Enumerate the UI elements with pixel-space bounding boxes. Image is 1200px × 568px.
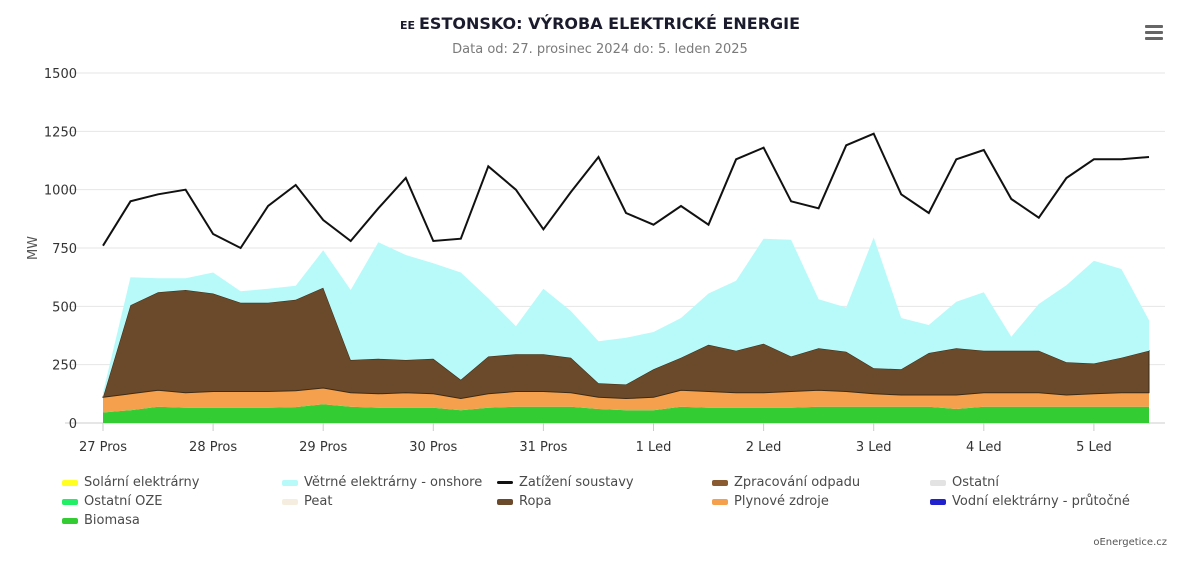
y-tick-label: 1000 <box>44 184 77 199</box>
legend-item[interactable]: Ropa <box>497 494 552 509</box>
chart-area: 0 250 500 750 1000 1250 1500 MW 27 Pros 28 Pros 29… <box>26 67 1165 455</box>
chart-title: EE ESTONSKO: VÝROBA ELEKTRICKÉ ENERGIE <box>0 14 1200 33</box>
legend-item[interactable]: Ostatní OZE <box>62 494 163 509</box>
legend-item[interactable]: Peat <box>282 494 332 509</box>
legend-label: Peat <box>304 494 333 509</box>
x-tick-label: 2 Led <box>746 440 782 455</box>
y-axis-label: MW <box>26 236 41 260</box>
x-tick-label: 5 Led <box>1076 440 1112 455</box>
credit-text: oEnergetice.cz <box>1093 537 1167 548</box>
legend-swatch <box>712 498 728 505</box>
menu-bar <box>1145 37 1163 40</box>
legend-swatch <box>930 498 946 505</box>
legend-swatch <box>282 498 298 505</box>
legend-swatch <box>497 498 513 505</box>
legend-label: Vodní elektrárny - průtočné <box>952 494 1130 509</box>
legend-label: Zpracování odpadu <box>734 475 861 490</box>
area-biomasa <box>103 404 1149 423</box>
chart-title-text: ESTONSKO: VÝROBA ELEKTRICKÉ ENERGIE <box>418 14 801 33</box>
legend-swatch <box>282 479 298 486</box>
legend-item[interactable]: Solární elektrárny <box>62 475 199 490</box>
legend-item[interactable]: Větrné elektrárny - onshore <box>282 475 482 490</box>
y-tick-label: 1250 <box>44 125 77 140</box>
area-plynov-zdroje <box>103 388 1149 413</box>
legend-item[interactable]: Zpracování odpadu <box>712 475 860 490</box>
legend-label: Ostatní <box>952 475 1000 490</box>
x-tick-label: 3 Led <box>856 440 892 455</box>
legend-swatch <box>497 481 513 484</box>
y-tick-label: 1500 <box>44 67 77 82</box>
y-tick-label: 250 <box>52 359 77 374</box>
legend-label: Biomasa <box>84 513 140 528</box>
x-tick-label: 29 Pros <box>299 440 347 455</box>
y-tick-label: 750 <box>52 242 77 257</box>
legend-item[interactable]: Plynové zdroje <box>712 494 829 509</box>
legend-swatch <box>62 517 78 524</box>
load-line <box>102 132 1150 250</box>
legend-swatch <box>930 479 946 486</box>
menu-bar <box>1145 25 1163 28</box>
legend-item[interactable]: Vodní elektrárny - průtočné <box>930 494 1130 509</box>
legend-swatch <box>62 479 78 486</box>
legend-item[interactable]: Ostatní <box>930 475 999 490</box>
menu-bar <box>1145 31 1163 34</box>
legend-item[interactable]: Zatížení soustavy <box>497 475 634 490</box>
legend-label: Zatížení soustavy <box>519 475 634 490</box>
legend-swatch <box>712 479 728 486</box>
x-tick-label: 1 Led <box>636 440 672 455</box>
legend-item[interactable]: Biomasa <box>62 513 140 528</box>
hamburger-menu-icon[interactable] <box>1140 22 1168 46</box>
x-tick-label: 27 Pros <box>79 440 127 455</box>
legend-label: Plynové zdroje <box>734 494 829 509</box>
y-tick-label: 500 <box>52 300 77 315</box>
legend-swatch <box>62 498 78 505</box>
x-tick-label: 31 Pros <box>519 440 567 455</box>
legend-label: Ropa <box>519 494 552 509</box>
legend-label: Solární elektrárny <box>84 475 200 490</box>
legend-label: Větrné elektrárny - onshore <box>304 475 483 490</box>
x-tick-label: 28 Pros <box>189 440 237 455</box>
country-code: EE <box>399 19 415 32</box>
legend-label: Ostatní OZE <box>84 494 163 509</box>
x-tick-label: 4 Led <box>966 440 1002 455</box>
x-tick-label: 30 Pros <box>409 440 457 455</box>
y-tick-label: 0 <box>69 417 77 432</box>
chart-subtitle: Data od: 27. prosinec 2024 do: 5. leden … <box>452 42 748 57</box>
area-v-trn-elektr-rny-onshore <box>103 237 1149 398</box>
